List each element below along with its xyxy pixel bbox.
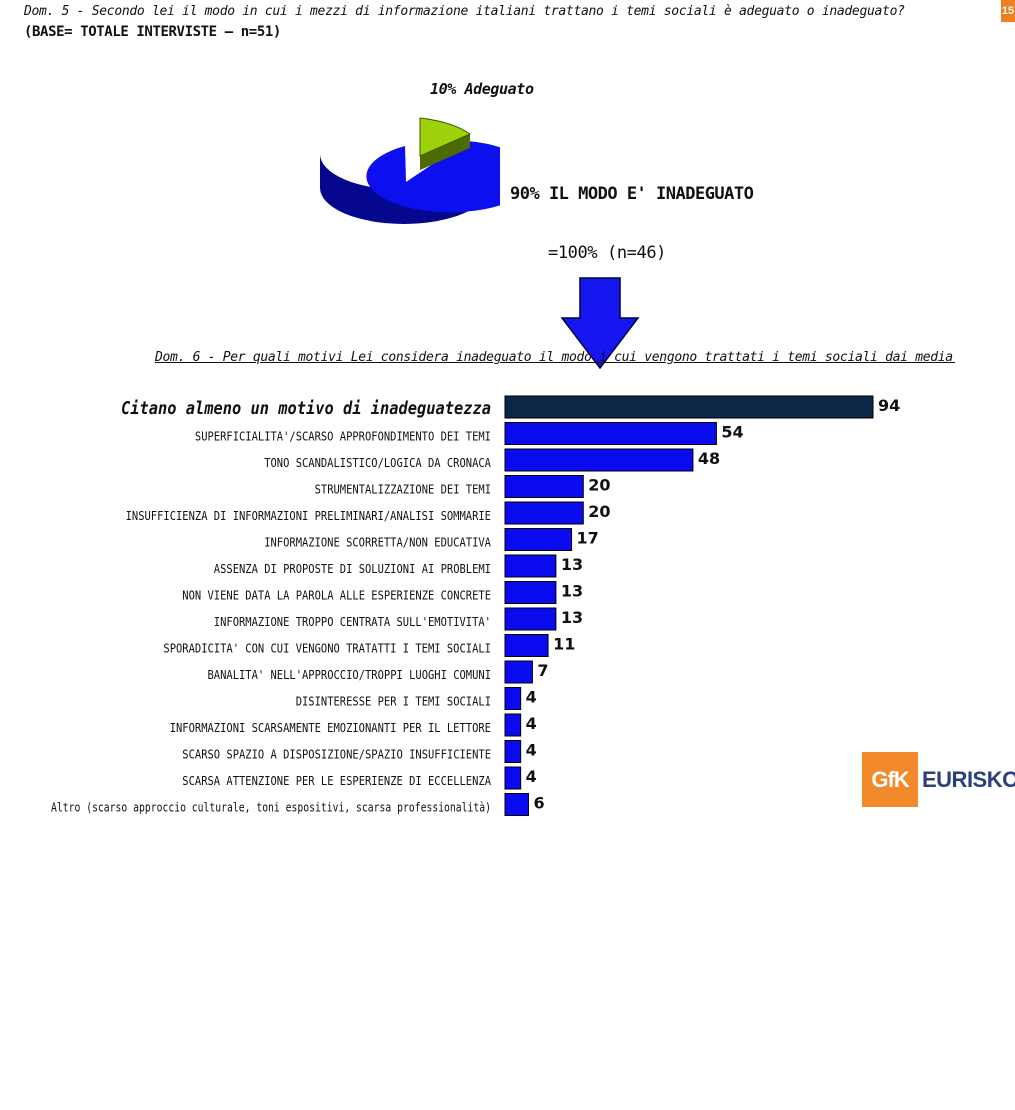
reasons-bar-chart: Citano almeno un motivo di inadeguatezza… [51, 395, 900, 816]
category-label-2: TONO SCANDALISTICO/LOGICA DA CRONACA [264, 455, 491, 470]
down-arrow-icon [560, 277, 640, 370]
logo-gfk-text: GfK [862, 752, 918, 807]
category-label-10: BANALITA' NELL'APPROCCIO/TROPPI LUOGHI C… [208, 667, 492, 682]
logo-eurisko-text: EURISKO [922, 767, 1015, 792]
bar-10 [504, 660, 533, 684]
value-label-7: 13 [561, 582, 583, 601]
bar-14 [504, 766, 522, 790]
category-label-6: ASSENZA DI PROPOSTE DI SOLUZIONI AI PROB… [214, 561, 491, 576]
pie-slice-adeguato-side [420, 134, 470, 170]
category-label-15: Altro (scarso approccio culturale, toni … [51, 800, 491, 815]
bar-11 [504, 687, 522, 710]
category-label-12: INFORMAZIONI SCARSAMENTE EMOZIONANTI PER… [170, 720, 491, 735]
category-label-14: SCARSA ATTENZIONE PER LE ESPERIENZE DI E… [182, 773, 491, 788]
page-number-badge: 15 [1001, 0, 1015, 22]
category-label-7: NON VIENE DATA LA PAROLA ALLE ESPERIENZE… [182, 588, 491, 603]
bar-0 [504, 395, 874, 419]
category-label-4: INSUFFICIENZA DI INFORMAZIONI PRELIMINAR… [126, 508, 491, 523]
value-label-10: 7 [537, 661, 548, 680]
bar-9 [504, 634, 549, 657]
category-label-1: SUPERFICIALITA'/SCARSO APPROFONDIMENTO D… [195, 429, 491, 444]
value-label-8: 13 [561, 608, 583, 627]
category-label-9: SPORADICITA' CON CUI VENGONO TRATATTI I … [163, 641, 491, 656]
pie-base-text: =100% (n=46) [548, 243, 667, 263]
base-text: (BASE= TOTALE INTERVISTE – n=51) [24, 24, 281, 40]
gfk-eurisko-logo: GfK EURISKO [862, 752, 1015, 807]
bar-8 [504, 607, 557, 631]
question-5-text: Dom. 5 - Secondo lei il modo in cui i me… [24, 4, 905, 19]
bar-2 [504, 448, 694, 472]
bar-7 [504, 581, 557, 604]
value-label-12: 4 [526, 714, 537, 733]
bar-13 [504, 740, 522, 763]
category-label-3: STRUMENTALIZZAZIONE DEI TEMI [315, 482, 491, 497]
bar-6 [504, 554, 557, 578]
value-label-0: 94 [878, 396, 900, 415]
value-label-4: 20 [588, 502, 610, 521]
value-label-5: 17 [577, 529, 599, 548]
bar-3 [504, 475, 584, 498]
bar-15 [504, 793, 529, 816]
value-label-1: 54 [721, 423, 743, 442]
value-label-6: 13 [561, 555, 583, 574]
bar-5 [504, 528, 573, 551]
category-label-11: DISINTERESSE PER I TEMI SOCIALI [296, 694, 491, 709]
value-label-15: 6 [533, 794, 544, 813]
bar-12 [504, 713, 522, 737]
value-label-2: 48 [698, 449, 720, 468]
value-label-13: 4 [526, 741, 537, 760]
pie-slice-adeguato [419, 117, 472, 157]
category-label-8: INFORMAZIONE TROPPO CENTRATA SULL'EMOTIV… [214, 614, 491, 629]
pie-chart [320, 117, 500, 224]
pie-slice-inadeguato [366, 141, 500, 213]
bar-4 [504, 501, 584, 525]
question-6-text: Dom. 6 - Per quali motivi Lei considera … [155, 350, 955, 365]
value-label-11: 4 [526, 688, 537, 707]
category-label-5: INFORMAZIONE SCORRETTA/NON EDUCATIVA [264, 535, 491, 550]
bar-1 [504, 422, 717, 445]
value-label-9: 11 [553, 635, 575, 654]
value-label-14: 4 [526, 767, 537, 786]
value-label-3: 20 [588, 476, 610, 495]
category-label-13: SCARSO SPAZIO A DISPOSIZIONE/SPAZIO INSU… [182, 747, 491, 762]
pie-label-adeguato: 10% Adeguato [430, 80, 534, 98]
category-label-0: Citano almeno un motivo di inadeguatezza [121, 398, 491, 419]
pie-label-inadeguato: 90% IL MODO E' INADEGUATO [510, 184, 754, 204]
